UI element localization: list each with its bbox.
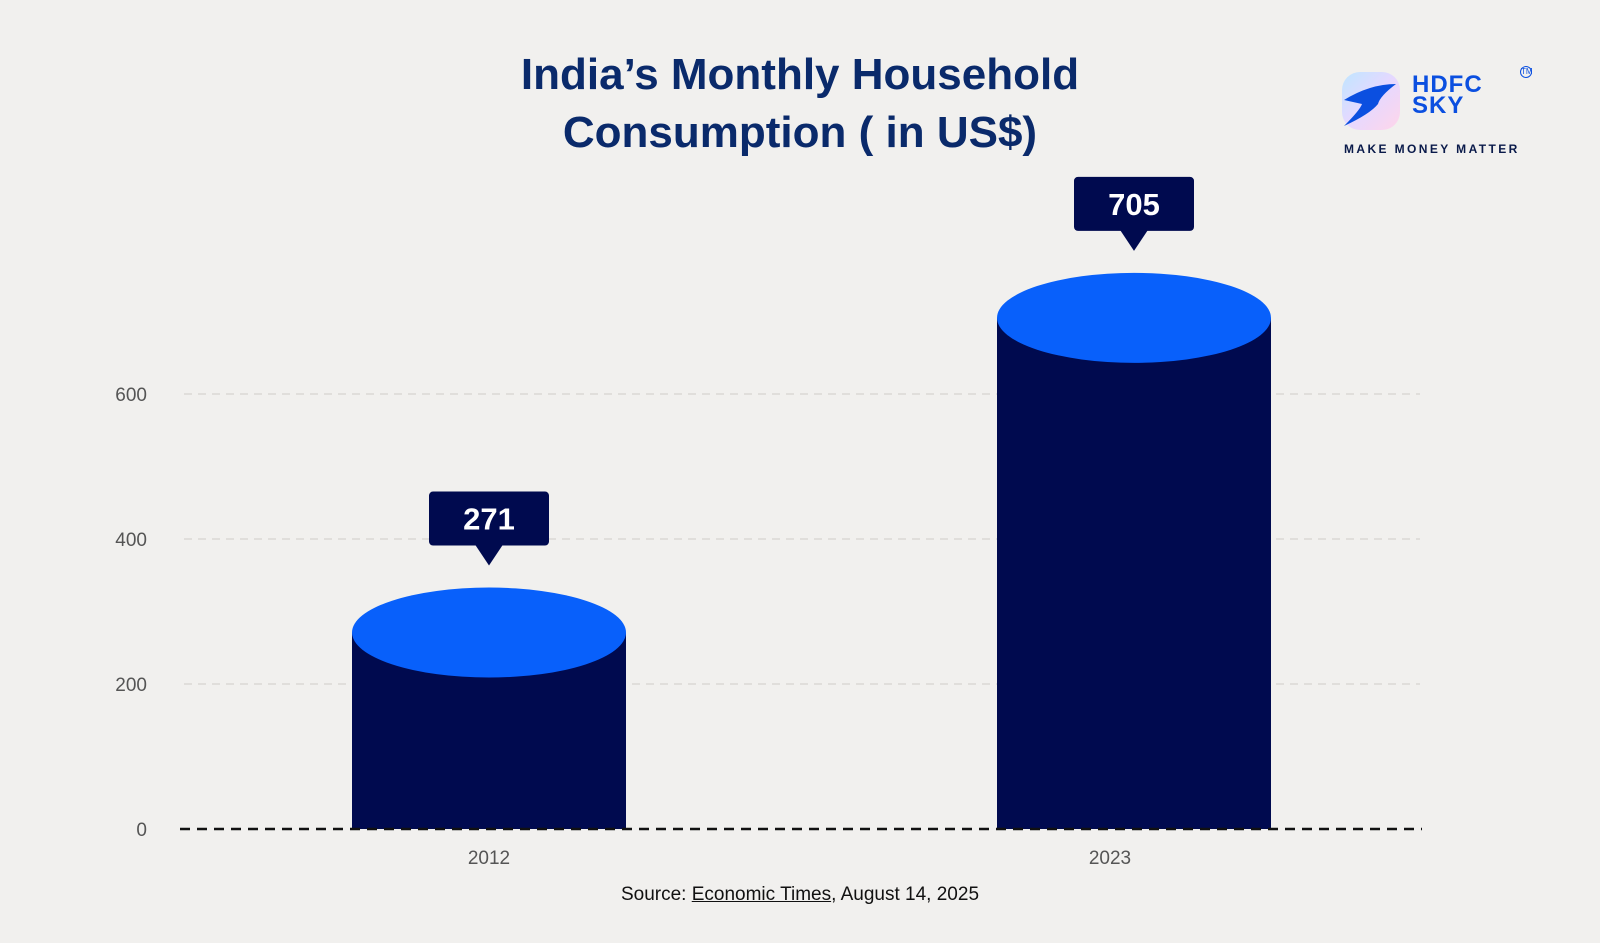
chart-title: India’s Monthly Household Consumption ( …	[300, 46, 1300, 162]
data-label-box	[429, 491, 549, 546]
source-prefix: Source:	[620, 884, 692, 905]
data-label: 705	[1108, 187, 1160, 222]
x-tick-label: 2023	[1089, 848, 1131, 869]
bar-top-2023	[997, 272, 1271, 363]
logo-wordmark: HDFC SKY	[1412, 71, 1483, 119]
hdfc-sky-logo: HDFC SKY TM MAKE MONEY MATTER	[1340, 66, 1540, 166]
data-label-box	[1074, 176, 1194, 231]
x-tick-label: 2012	[468, 848, 510, 869]
source-suffix: , August 14, 2025	[831, 884, 980, 905]
data-label-pointer	[475, 544, 503, 566]
data-label: 271	[463, 502, 515, 537]
bar-top-2012	[352, 587, 626, 678]
bar-2023	[997, 317, 1271, 829]
source-note: Source: Economic Times, August 14, 2025	[0, 884, 1600, 906]
trademark-mark: TM	[1520, 66, 1533, 78]
data-label-pointer	[1120, 229, 1148, 251]
source-link[interactable]: Economic Times	[691, 884, 832, 905]
y-tick-label: 400	[115, 530, 147, 551]
logo-line-2: SKY	[1412, 92, 1465, 119]
y-tick-label: 0	[136, 820, 147, 841]
sky-logo-icon	[1342, 72, 1400, 130]
logo-tagline: MAKE MONEY MATTER	[1344, 142, 1520, 156]
title-line-1: India’s Monthly Household	[520, 50, 1080, 99]
title-line-2: Consumption ( in US$)	[562, 108, 1038, 157]
y-tick-label: 200	[115, 675, 147, 696]
logo-line-1: HDFC	[1412, 71, 1483, 98]
y-tick-label: 600	[115, 385, 147, 406]
